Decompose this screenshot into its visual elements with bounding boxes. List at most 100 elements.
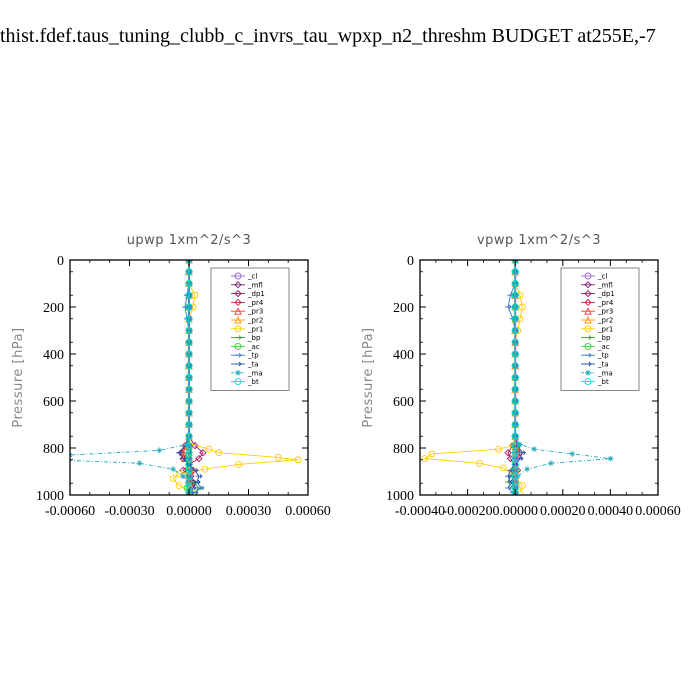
series-marker-bt: [511, 432, 519, 440]
series-marker-pr1: [499, 464, 507, 472]
series-marker-bt: [511, 362, 519, 370]
series-marker-ta: [189, 485, 197, 491]
series-marker-ma: [156, 447, 163, 454]
series-marker-bt: [511, 315, 519, 323]
series-marker-bt: [185, 350, 193, 358]
legend-marker-pr4: [584, 298, 592, 307]
legend-label-pr4: _pr4: [247, 299, 264, 307]
legend-label-bt: _bt: [597, 378, 609, 386]
legend-marker-bp: [585, 335, 592, 340]
x-tick-label: 0.00000: [166, 504, 212, 519]
x-tick-label: -0.00020: [443, 504, 493, 519]
series-marker-pr1: [495, 445, 502, 453]
series-marker-bt: [511, 442, 519, 450]
series-marker-ta: [195, 473, 203, 479]
series-marker-ta: [176, 450, 183, 456]
series-marker-ta: [519, 450, 526, 456]
legend-label-ac: _ac: [597, 343, 610, 351]
legend-label-ac: _ac: [247, 343, 260, 351]
series-marker-pr1: [518, 482, 526, 490]
legend-marker-bt: [584, 378, 592, 386]
x-tick-label: 0.00040: [588, 504, 634, 519]
y-tick-label: 0: [57, 254, 64, 269]
legend-marker-cl: [584, 272, 592, 280]
legend-label-cl: _cl: [247, 273, 257, 281]
upwp-panel: upwp 1xm^2/s^3 Pressure [hPa] -0.00060 -0.0…: [11, 233, 331, 519]
y-tick-label: 800: [43, 442, 64, 457]
legend-box: [560, 267, 640, 391]
series-marker-pr1: [274, 453, 282, 461]
legend-label-pr4: _pr4: [597, 299, 614, 307]
series-marker-pr1: [175, 482, 183, 490]
series-marker-pr1: [235, 461, 243, 468]
series-marker-bt: [185, 280, 193, 287]
series-marker-ma: [170, 466, 177, 473]
x-tick-label: 0.00000: [492, 504, 538, 519]
series-marker-bt: [185, 442, 193, 450]
y-tick-label: 600: [43, 395, 64, 410]
legend: _cl_mfl_dp1_pr4_pr3_pr2_pr1_bp_ac_tp_ta_…: [210, 267, 290, 391]
series-marker-ma: [607, 455, 614, 462]
series-marker-pr1: [201, 465, 209, 473]
x-tick-label: -0.00060: [45, 504, 95, 519]
legend-marker-bt: [234, 378, 242, 386]
x-tick-label: -0.00030: [104, 504, 154, 519]
series-marker-pr1: [175, 470, 183, 478]
series-marker-ta: [505, 473, 512, 479]
legend-marker-ma: [235, 369, 241, 376]
series-marker-tp: [505, 485, 512, 491]
legend-label-ma: _ma: [597, 369, 613, 377]
series-marker-ma: [514, 473, 521, 480]
x-tick-label: -0.00040: [395, 504, 445, 519]
legend-marker-pr2: [584, 315, 592, 324]
series-marker-bt: [511, 409, 519, 417]
vpwp-panel: vpwp 1xm^2/s^3 Pressure [hPa] -0.00040-0.0…: [361, 233, 681, 519]
series-marker-bt: [185, 409, 193, 417]
series-marker-bt: [511, 374, 519, 381]
legend-label-dp1: _dp1: [247, 290, 265, 298]
legend-label-pr2: _pr2: [247, 317, 263, 325]
series-marker-ma: [524, 466, 531, 473]
legend-label-ta: _ta: [597, 361, 609, 369]
series-marker-bt: [511, 421, 519, 428]
legend-label-pr1: _pr1: [247, 325, 263, 333]
y-tick-label: 1000: [386, 489, 414, 504]
series-marker-bt: [185, 327, 193, 334]
series-marker-ma: [547, 460, 554, 467]
series-marker-bt: [185, 315, 193, 323]
series-marker-bt: [511, 303, 519, 311]
series-group: [70, 260, 302, 495]
legend-label-cl: _cl: [597, 273, 607, 281]
panel-title: upwp 1xm^2/s^3: [127, 233, 252, 248]
series-marker-bt: [185, 362, 193, 370]
y-tick-label: 200: [43, 301, 64, 316]
legend-label-bt: _bt: [247, 378, 259, 386]
y-tick-label: 400: [43, 348, 64, 363]
legend-marker-tp: [235, 352, 242, 358]
legend-marker-pr3: [234, 307, 242, 315]
legend-marker-bp: [235, 335, 242, 340]
series-marker-dp1: [504, 449, 512, 457]
legend-label-ma: _ma: [247, 369, 263, 377]
legend-label-bp: _bp: [597, 334, 611, 342]
legend-marker-pr1: [584, 325, 592, 333]
series-marker-ma: [531, 446, 538, 453]
y-tick-label: 400: [393, 348, 414, 363]
series-marker-bt: [511, 280, 519, 287]
legend-marker-ac: [584, 342, 592, 350]
y-tick-label: 200: [393, 301, 414, 316]
series-marker-ma: [180, 473, 187, 480]
legend-label-pr3: _pr3: [597, 308, 613, 316]
x-tick-label: 0.00020: [540, 504, 586, 519]
x-tick-label: 0.00060: [285, 504, 331, 519]
legend-label-pr1: _pr1: [597, 325, 613, 333]
legend-marker-ta: [585, 361, 592, 367]
y-tick-label: 600: [393, 395, 414, 410]
series-marker-bt: [185, 374, 193, 381]
series-marker-bt: [185, 385, 193, 393]
legend-marker-dp1: [584, 289, 592, 298]
x-tick-label: 0.00060: [635, 504, 681, 519]
series-marker-bt: [511, 291, 519, 299]
series-marker-bt: [511, 350, 519, 358]
series-marker-pr1: [169, 475, 177, 482]
